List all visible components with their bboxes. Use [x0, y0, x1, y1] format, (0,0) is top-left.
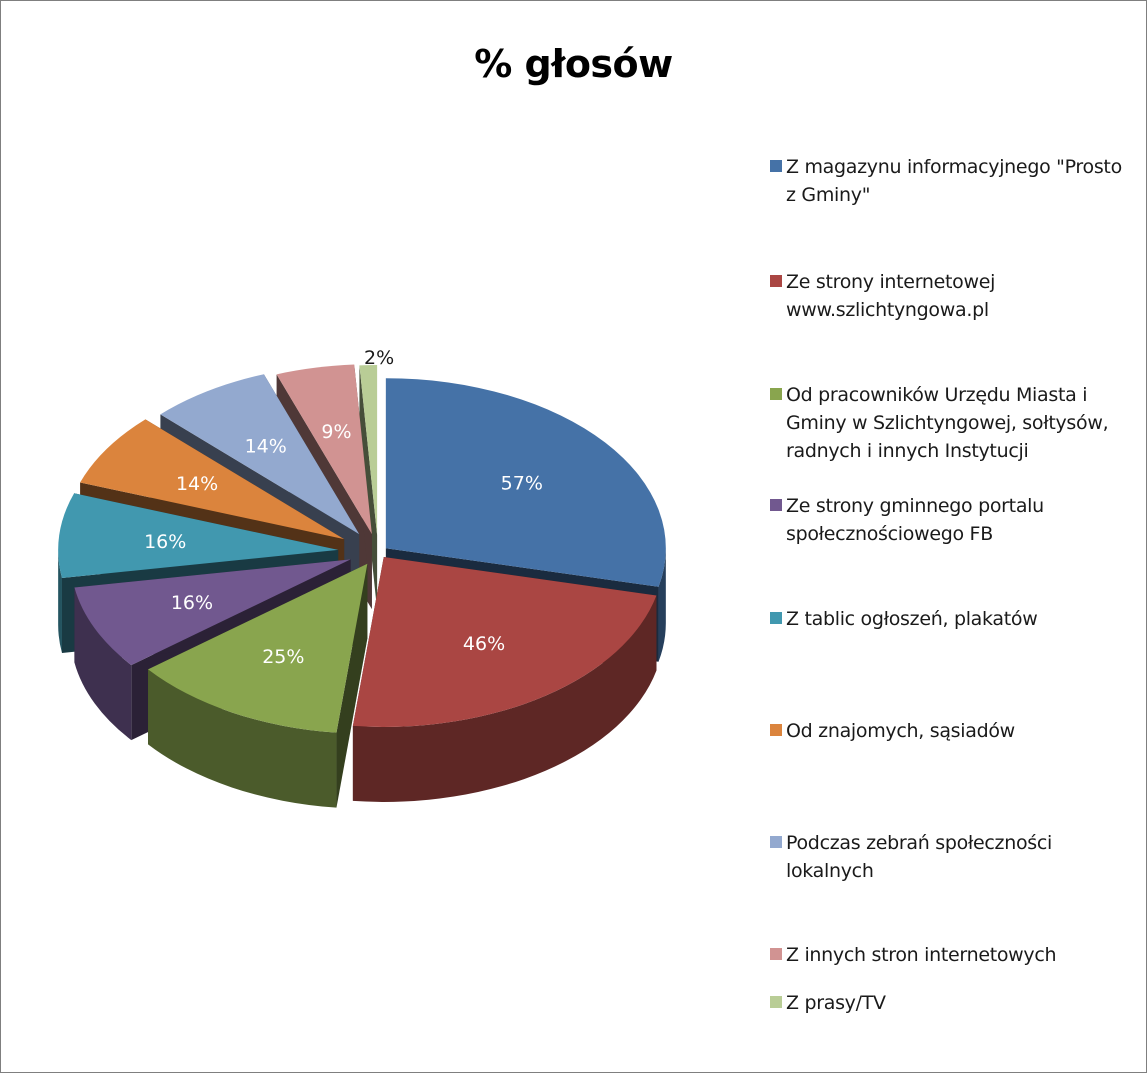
legend-label: Od pracowników Urzędu Miasta i [786, 384, 1088, 406]
legend-label: Od znajomych, sąsiadów [786, 720, 1015, 742]
legend-swatch [770, 612, 782, 624]
data-label-6: 14% [176, 473, 218, 495]
legend-label: radnych i innych Instytucji [786, 440, 1029, 462]
legend-label: Podczas zebrań społeczności [786, 832, 1053, 854]
legend-item: Ze strony gminnego portalu społecznościow… [770, 492, 1142, 548]
legend-item: Z magazynu informacyjnego "Prosto z Gminy… [770, 153, 1142, 209]
legend-item: Od znajomych, sąsiadów [770, 717, 1142, 745]
legend-label: społecznościowego FB [786, 523, 993, 545]
legend-label: Z tablic ogłoszeń, plakatów [786, 608, 1038, 630]
legend-label: Z magazynu informacyjnego "Prosto [786, 156, 1122, 178]
legend-item: Z tablic ogłoszeń, plakatów [770, 605, 1142, 633]
data-label-3: 25% [262, 646, 304, 668]
legend-swatch [770, 499, 782, 511]
data-label-4: 16% [171, 592, 213, 614]
legend-item: Z innych stron internetowych [770, 941, 1142, 969]
pie-chart: 57% 46% 25% 16% 16% 14% 14% 9% 2% [58, 347, 666, 808]
legend-swatch [770, 836, 782, 848]
legend-swatch [770, 275, 782, 287]
data-label-7: 14% [245, 435, 287, 457]
legend-label: Gminy w Szlichtyngowej, sołtysów, [786, 412, 1109, 434]
legend-swatch [770, 724, 782, 736]
data-label-8: 9% [321, 421, 351, 443]
data-label-2: 46% [463, 633, 505, 655]
data-label-9: 2% [364, 347, 394, 369]
legend-item: Od pracowników Urzędu Miasta i Gminy w Sz… [770, 381, 1142, 465]
legend-label: Ze strony gminnego portalu [786, 495, 1044, 517]
data-label-1: 57% [501, 473, 543, 495]
legend-swatch [770, 388, 782, 400]
legend-label: z Gminy" [786, 184, 871, 206]
legend-item: Ze strony internetowej www.szlichtyngowa.… [770, 268, 1142, 324]
legend-label: Z prasy/TV [786, 992, 886, 1014]
pie-slice-3 [148, 563, 368, 808]
legend-swatch [770, 160, 782, 172]
data-label-5: 16% [144, 531, 186, 553]
legend-label: www.szlichtyngowa.pl [786, 299, 989, 321]
legend-label: Z innych stron internetowych [786, 944, 1057, 966]
legend-item: Podczas zebrań społeczności lokalnych [770, 829, 1142, 885]
legend-label: lokalnych [786, 860, 874, 882]
legend-swatch [770, 996, 782, 1008]
legend-swatch [770, 948, 782, 960]
chart-title: % głosów [474, 42, 673, 86]
legend-label: Ze strony internetowej [786, 271, 996, 293]
pie-slice-2 [352, 556, 657, 802]
pie-slice-9 [359, 365, 378, 611]
legend: Z magazynu informacyjnego "Prosto z Gminy… [770, 0, 1145, 1073]
legend-item: Z prasy/TV [770, 989, 1142, 1017]
